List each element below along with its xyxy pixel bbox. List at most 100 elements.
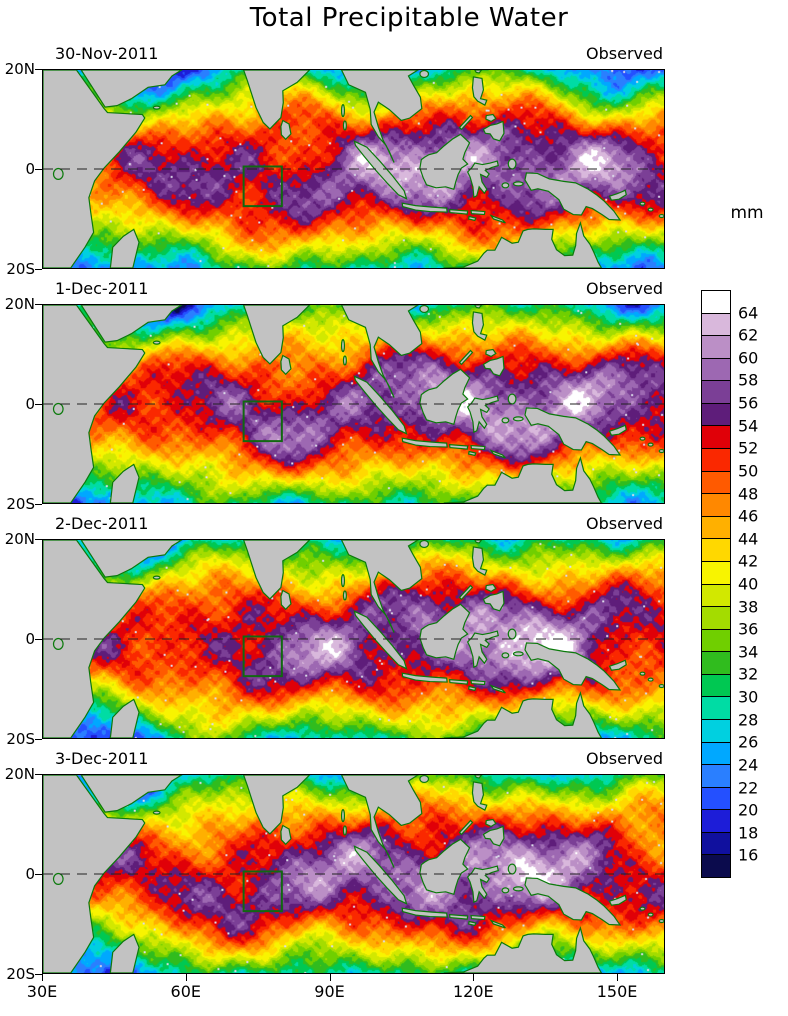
colorbar-tick-label: 60 <box>738 348 759 368</box>
colorbar-tick-label: 50 <box>738 461 759 481</box>
colorbar-segment <box>702 336 730 359</box>
lon-axis-tick <box>185 974 187 981</box>
colorbar-tick-label: 54 <box>738 416 759 436</box>
colorbar-tick-label: 30 <box>738 687 759 707</box>
colorbar-segment <box>702 607 730 630</box>
colorbar-tick-label: 18 <box>738 823 759 843</box>
colorbar-tick-label: 20 <box>738 800 759 820</box>
lat-axis-tick <box>35 269 42 270</box>
lat-axis-tick <box>35 404 42 405</box>
lat-axis-label: 0 <box>25 160 35 178</box>
colorbar-tick-label: 28 <box>738 710 759 730</box>
lat-axis-label: 20S <box>6 495 35 513</box>
colorbar-tick-label: 24 <box>738 755 759 775</box>
lat-axis-label: 20N <box>4 530 35 548</box>
colorbar-segment <box>702 810 730 833</box>
colorbar-tick-label: 48 <box>738 484 759 504</box>
lat-axis-label: 20S <box>6 965 35 983</box>
lat-axis-tick <box>35 639 42 640</box>
colorbar-segment <box>702 719 730 743</box>
colorbar-tick-label: 42 <box>738 551 759 571</box>
lon-axis-label: 90E <box>314 982 345 1001</box>
lat-axis-tick <box>35 504 42 505</box>
lon-axis-tick <box>42 974 43 981</box>
colorbar-tick-label: 56 <box>738 393 759 413</box>
colorbar-segment <box>702 561 730 585</box>
lat-axis-tick <box>35 974 42 975</box>
colorbar-segment <box>702 832 730 856</box>
lon-axis-label: 150E <box>596 982 638 1001</box>
colorbar-segment <box>702 494 730 517</box>
lon-axis-tick <box>617 974 619 981</box>
colorbar-tick-label: 22 <box>738 778 759 798</box>
study-region-box <box>244 637 282 677</box>
colorbar-segment <box>702 855 730 878</box>
panel-date: 2-Dec-2011 <box>55 514 149 533</box>
colorbar-tick-label: 32 <box>738 664 759 684</box>
lat-axis-label: 20N <box>4 765 35 783</box>
panel-source-label: Observed <box>586 44 663 63</box>
colorbar-tick-label: 34 <box>738 642 759 662</box>
panel-header: 2-Dec-2011 Observed <box>42 514 665 533</box>
map-area <box>42 69 665 269</box>
map-area <box>42 539 665 739</box>
colorbar-segment <box>702 765 730 788</box>
lat-axis-label: 20S <box>6 730 35 748</box>
map-overlay <box>43 540 664 738</box>
map-overlay <box>43 775 664 973</box>
lat-axis-tick <box>35 539 42 540</box>
lon-axis-label: 30E <box>26 982 58 1001</box>
colorbar-segment <box>702 787 730 811</box>
lat-axis-tick <box>35 69 42 70</box>
colorbar-tick-label: 26 <box>738 732 759 752</box>
panel-source-label: Observed <box>586 514 663 533</box>
colorbar-tick-label: 62 <box>738 325 759 345</box>
lon-axis-label: 60E <box>170 982 201 1001</box>
colorbar-segment <box>702 471 730 495</box>
panel-source-label: Observed <box>586 279 663 298</box>
panel-source-label: Observed <box>586 749 663 768</box>
lat-axis-label: 0 <box>25 630 35 648</box>
lon-axis-label: 120E <box>452 982 494 1001</box>
colorbar-tick-label: 46 <box>738 506 759 526</box>
lat-axis-label: 20S <box>6 260 35 278</box>
lat-axis-label: 20N <box>4 295 35 313</box>
lon-axis-tick <box>473 974 475 981</box>
map-area <box>42 304 665 504</box>
lat-axis-tick <box>35 739 42 740</box>
map-panel-4: 3-Dec-2011 Observed 20N 0 20S <box>5 749 665 983</box>
lon-axis-tick <box>329 974 331 981</box>
colorbar-unit-label: mm <box>730 203 764 223</box>
colorbar-tick-label: 38 <box>738 597 759 617</box>
colorbar-segment <box>702 291 730 314</box>
colorbar <box>701 290 731 878</box>
study-region-box <box>244 402 282 442</box>
colorbar-segment <box>702 629 730 653</box>
colorbar-segment <box>702 516 730 540</box>
lat-axis-tick <box>35 774 42 775</box>
colorbar-segment <box>702 426 730 450</box>
study-region-box <box>244 872 282 912</box>
map-area <box>42 774 665 974</box>
panel-date: 3-Dec-2011 <box>55 749 149 768</box>
colorbar-tick-label: 58 <box>738 370 759 390</box>
map-panel-2: 1-Dec-2011 Observed 20N 0 20S <box>5 279 665 513</box>
colorbar-segment <box>702 358 730 382</box>
lat-axis-label: 20N <box>4 60 35 78</box>
study-region-box <box>244 167 282 207</box>
lat-axis-label: 0 <box>25 865 35 883</box>
panel-header: 30-Nov-2011 Observed <box>42 44 665 63</box>
colorbar-segment <box>702 742 730 766</box>
panel-header: 1-Dec-2011 Observed <box>42 279 665 298</box>
lat-axis-tick <box>35 169 42 170</box>
colorbar-tick-label: 40 <box>738 574 759 594</box>
colorbar-segment <box>702 652 730 675</box>
colorbar-segment <box>702 381 730 404</box>
panel-date: 1-Dec-2011 <box>55 279 149 298</box>
panel-date: 30-Nov-2011 <box>55 44 159 63</box>
colorbar-segment <box>702 449 730 472</box>
map-panel-1: 30-Nov-2011 Observed 20N 0 20S <box>5 44 665 278</box>
colorbar-segment <box>702 697 730 720</box>
colorbar-segment <box>702 539 730 562</box>
